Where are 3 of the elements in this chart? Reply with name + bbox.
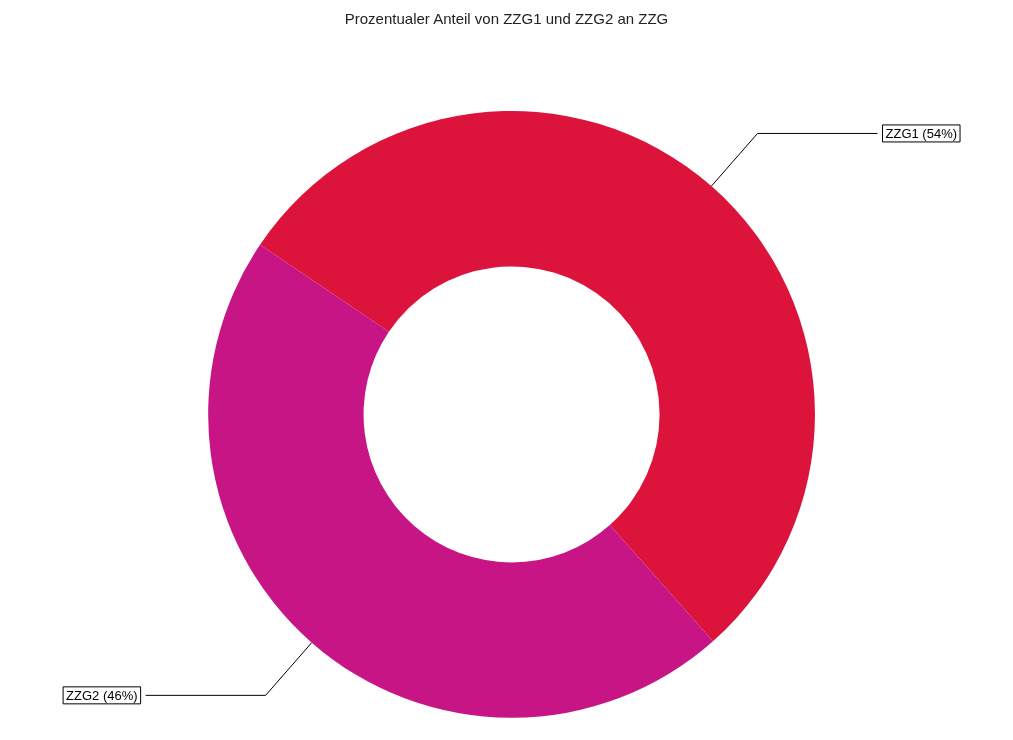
slice-label: ZZG2 (46%) xyxy=(66,687,138,703)
chart-title: Prozentualer Anteil von ZZG1 und ZZG2 an ZZG xyxy=(344,10,669,27)
slice-label: ZZG1 (54%) xyxy=(885,125,958,141)
